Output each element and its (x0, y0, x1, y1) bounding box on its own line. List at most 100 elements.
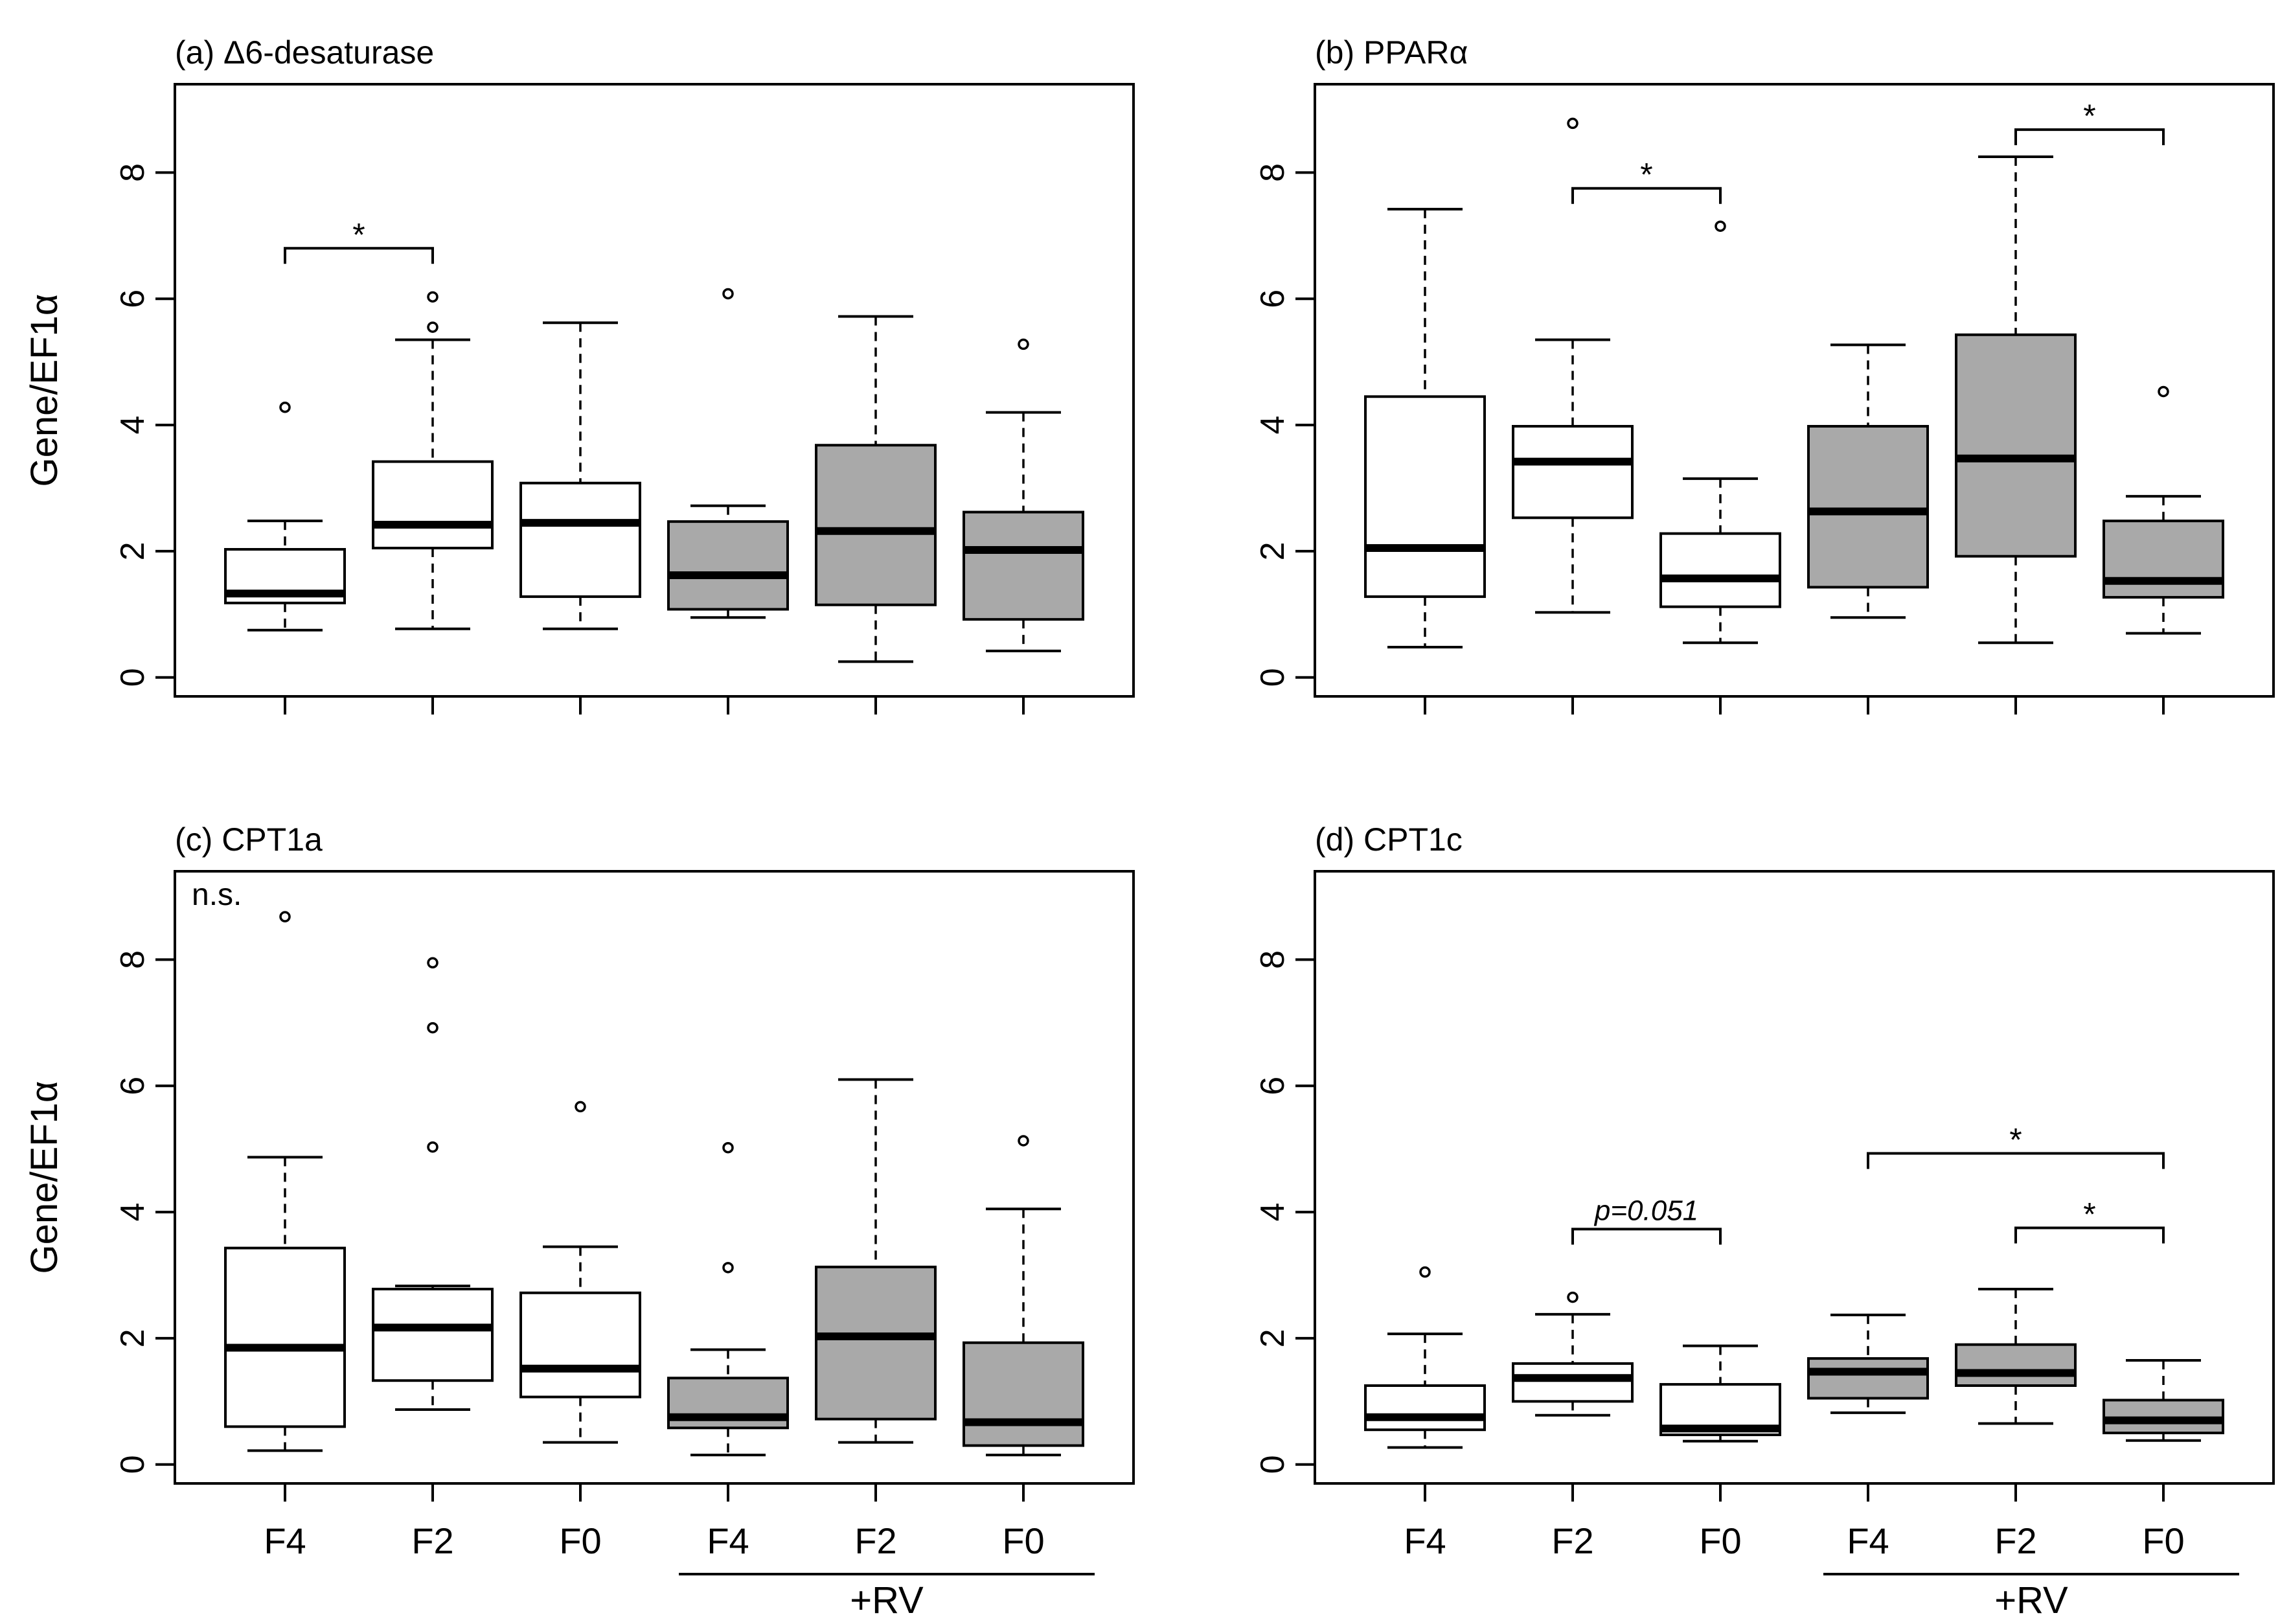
iqr-box (372, 1287, 494, 1382)
iqr-box (1364, 395, 1486, 599)
significance-star: * (2009, 1121, 2022, 1158)
bracket-line (2014, 1226, 2165, 1244)
x-tick-label: F0 (2142, 1520, 2184, 1561)
y-tick-label: 4 (1254, 1203, 1292, 1222)
x-tick-label: F4 (1404, 1520, 1446, 1561)
x-tick-label: F2 (411, 1520, 453, 1561)
box-6 (2103, 385, 2224, 635)
outlier-point (279, 911, 291, 922)
iqr-box (519, 481, 641, 599)
significance-bracket: * (284, 216, 434, 264)
x-tick-label: F2 (1551, 1520, 1593, 1561)
box-1 (224, 402, 346, 632)
bracket-line (1571, 187, 1722, 204)
x-tick-label: F0 (1002, 1520, 1044, 1561)
box-2 (372, 957, 494, 1412)
iqr-box (1807, 425, 1929, 589)
box-5 (1955, 1287, 2077, 1425)
x-tick-label: F4 (264, 1520, 306, 1561)
iqr-box (1659, 532, 1781, 608)
iqr-box (1512, 1362, 1634, 1403)
outlier-point (722, 1262, 734, 1274)
significance-star: * (352, 216, 365, 253)
box-6 (963, 1135, 1084, 1457)
outlier-point (1018, 1135, 1029, 1147)
box-2 (1512, 117, 1634, 614)
plot-frame (174, 870, 1135, 1485)
box-6 (2103, 1359, 2224, 1442)
x-tick-label: F0 (559, 1520, 601, 1561)
y-axis-label: Gene/EF1α (23, 294, 65, 487)
significance-star: * (1640, 157, 1652, 193)
outlier-point (427, 291, 439, 303)
box-3 (519, 321, 641, 630)
outlier-point (1419, 1266, 1431, 1278)
box-3 (1659, 220, 1781, 645)
outlier-point (1715, 220, 1726, 232)
panel-title: (c) CPT1a (175, 821, 323, 858)
y-tick-label: 6 (114, 1077, 152, 1095)
outlier-point (2158, 385, 2169, 398)
box-4 (1807, 343, 1929, 619)
box-3 (1659, 1344, 1781, 1443)
x-tick-label: F2 (1994, 1520, 2036, 1561)
box-5 (1955, 155, 2077, 645)
x-tick-label: F4 (707, 1520, 749, 1561)
y-tick-label: 2 (1254, 542, 1292, 560)
box-1 (224, 911, 346, 1452)
bottom-labels: +RV +RV (679, 1573, 2239, 1621)
y-tick-label: 4 (1254, 416, 1292, 435)
iqr-box (667, 520, 789, 611)
rv-group-label-left: +RV (850, 1579, 924, 1621)
iqr-box (519, 1291, 641, 1399)
outlier-point (1567, 117, 1579, 130)
iqr-box (815, 444, 937, 606)
panel-title: (d) CPT1c (1315, 821, 1463, 858)
box-5 (815, 315, 937, 663)
iqr-box (372, 460, 494, 550)
y-tick-label: 4 (114, 1203, 152, 1222)
y-tick-label: 8 (114, 950, 152, 969)
y-tick-label: 0 (114, 668, 152, 687)
y-tick-label: 6 (1254, 1077, 1292, 1095)
box-5 (815, 1078, 937, 1444)
y-tick-label: 8 (1254, 950, 1292, 969)
box-3 (519, 1101, 641, 1444)
box-2 (372, 291, 494, 630)
panel-d: (d) CPT1c 0 2 4 6 8 F4 F2 F0 F4 F2 F0 p=0.051 * * (1254, 821, 2275, 1561)
x-tick-label: F0 (1699, 1520, 1741, 1561)
box-4 (667, 1141, 789, 1457)
iqr-box (1512, 425, 1634, 520)
significance-bracket: p=0.051 (1571, 1195, 1722, 1245)
iqr-box (1807, 1357, 1929, 1400)
plot-frame (1314, 870, 2275, 1485)
outlier-point (427, 1141, 439, 1153)
y-axis-label: Gene/EF1α (23, 1081, 65, 1274)
y-tick-label: 6 (1254, 290, 1292, 308)
y-tick-label: 2 (114, 542, 152, 560)
y-tick-label: 8 (1254, 163, 1292, 182)
y-tick-label: 8 (114, 163, 152, 182)
bracket-line (2014, 128, 2165, 146)
significance-bracket: * (2014, 98, 2165, 146)
significance-star: * (2083, 1196, 2095, 1232)
iqr-box (1955, 333, 2077, 558)
iqr-box (224, 1246, 346, 1428)
panel-c: (c) CPT1a Gene/EF1α 0 2 4 6 8 F4 F2 F0 F4 F2 F0 n.s. (23, 821, 1135, 1561)
y-tick-label: 6 (114, 290, 152, 308)
iqr-box (963, 1341, 1084, 1447)
y-tick-label: 4 (114, 416, 152, 435)
panel-b: (b) PPARα 0 2 4 6 8 * * (1254, 34, 2275, 715)
y-tick-label: 2 (114, 1329, 152, 1347)
outlier-point (1567, 1291, 1579, 1303)
significance-bracket: * (1867, 1121, 2165, 1169)
box-4 (667, 288, 789, 619)
significance-bracket: * (1571, 157, 1722, 204)
p-value-label: p=0.051 (1593, 1195, 1698, 1226)
outlier-point (722, 1141, 734, 1154)
significance-star: * (2083, 98, 2095, 134)
outlier-point (1018, 338, 1029, 350)
iqr-box (1955, 1343, 2077, 1387)
